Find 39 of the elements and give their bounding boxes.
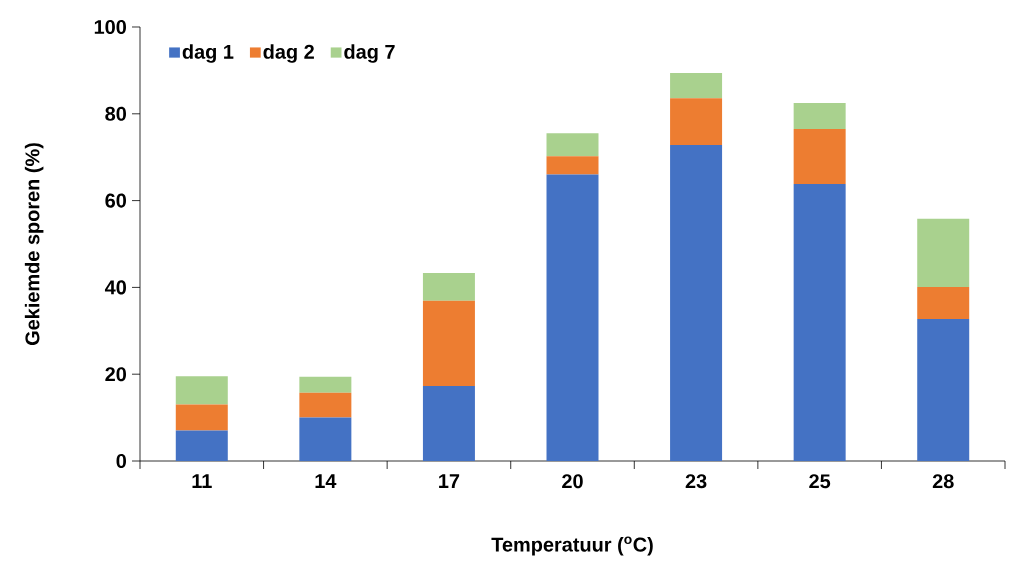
bar xyxy=(175,430,228,461)
legend-label: dag 1 xyxy=(182,44,234,63)
y-tick-label: 40 xyxy=(104,280,126,295)
bar xyxy=(793,184,846,461)
y-tick-label: 80 xyxy=(105,106,126,121)
y-axis-title: Gekiemde sporen (%) xyxy=(24,143,44,346)
bar xyxy=(670,145,723,461)
y-tick-label: 20 xyxy=(105,367,126,382)
bar xyxy=(175,376,228,405)
bar xyxy=(422,273,475,301)
legend-label: dag 2 xyxy=(263,44,314,63)
bar xyxy=(299,376,352,393)
bar xyxy=(793,128,846,185)
x-tick-label: 23 xyxy=(685,474,707,489)
legend-label: dag 7 xyxy=(344,44,395,63)
x-tick-label: 25 xyxy=(809,474,831,489)
x-tick-label: 14 xyxy=(315,474,337,488)
bar xyxy=(175,404,228,431)
bar xyxy=(422,385,475,461)
bar xyxy=(299,392,352,418)
bar xyxy=(546,133,599,157)
bar xyxy=(917,218,970,287)
bar xyxy=(793,102,846,129)
x-axis-title: Temperatuur ($^{o}$C) xyxy=(491,536,653,556)
y-tick-label: 0 xyxy=(116,453,126,469)
y-tick-label: 60 xyxy=(105,193,126,208)
bar xyxy=(670,98,723,146)
bar xyxy=(670,73,723,99)
bar xyxy=(546,156,599,175)
bar xyxy=(299,417,352,461)
bar xyxy=(917,319,970,461)
bar xyxy=(917,286,970,320)
x-tick-label: 28 xyxy=(932,474,954,489)
bar xyxy=(546,174,599,461)
bar xyxy=(422,300,475,386)
y-tick-label: 100 xyxy=(94,19,126,35)
x-tick-label: 20 xyxy=(562,474,583,489)
x-tick-label: 11 xyxy=(192,474,212,488)
x-tick-label: 17 xyxy=(439,474,460,488)
